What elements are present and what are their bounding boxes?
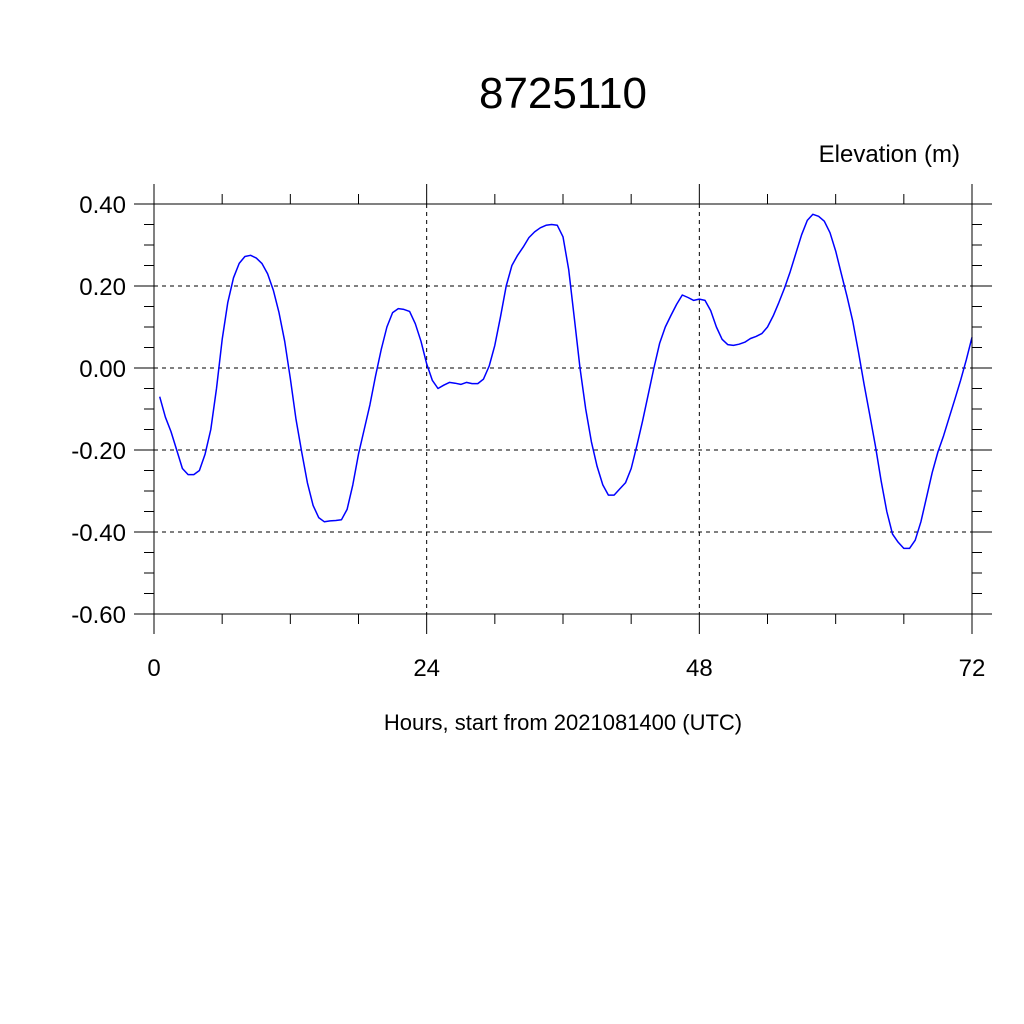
axis-ticks [134,184,992,634]
chart-title: 8725110 [479,69,647,118]
y-tick-label: -0.20 [71,438,126,465]
x-tick-label: 0 [147,655,160,682]
plot-frame [153,203,973,615]
y-tick-label: 0.40 [79,192,126,219]
series-group [158,213,973,550]
y-axis-label: Elevation (m) [819,141,960,168]
y-tick-label: 0.20 [79,274,126,301]
x-tick-label: 72 [959,655,986,682]
x-tick-label: 24 [413,655,440,682]
y-tick-label: 0.00 [79,356,126,383]
tick-labels: 0.40 0.20 0.00 -0.20 -0.40 -0.60 0 24 48 72 [71,192,985,682]
y-tick-label: -0.60 [71,602,126,629]
y-tick-label: -0.40 [71,520,126,547]
x-tick-label: 48 [686,655,713,682]
x-axis-label: Hours, start from 2021081400 (UTC) [384,710,742,735]
series-line [158,213,973,550]
